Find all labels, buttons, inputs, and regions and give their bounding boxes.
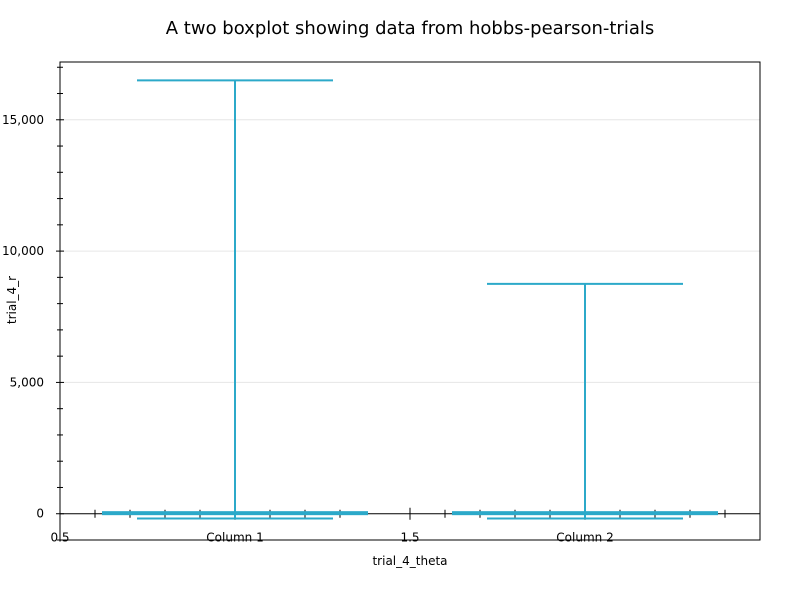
y-tick-label: 15,000 — [2, 113, 44, 127]
boxes: Column 1 Column 2 — [102, 79, 718, 545]
category-label: Column 2 — [556, 531, 613, 545]
grid-lines — [60, 119, 760, 383]
x-axis-label: trial_4_theta — [372, 554, 447, 568]
y-tick-label: 0 — [36, 507, 44, 521]
category-label: Column 1 — [206, 531, 263, 545]
axes: 0 5,000 10,000 15,000 0.5 1.5 — [2, 66, 760, 545]
y-axis-label: trial_4_r — [5, 276, 19, 324]
y-tick-label: 5,000 — [10, 375, 44, 389]
x-tick-label: 1.5 — [400, 531, 419, 545]
x-tick-label: 0.5 — [50, 531, 69, 545]
chart-title: A two boxplot showing data from hobbs-pe… — [166, 18, 655, 39]
box-1: Column 1 — [102, 79, 368, 545]
y-tick-label: 10,000 — [2, 244, 44, 258]
box-2: Column 2 — [452, 282, 718, 545]
plot-frame — [59, 61, 761, 541]
